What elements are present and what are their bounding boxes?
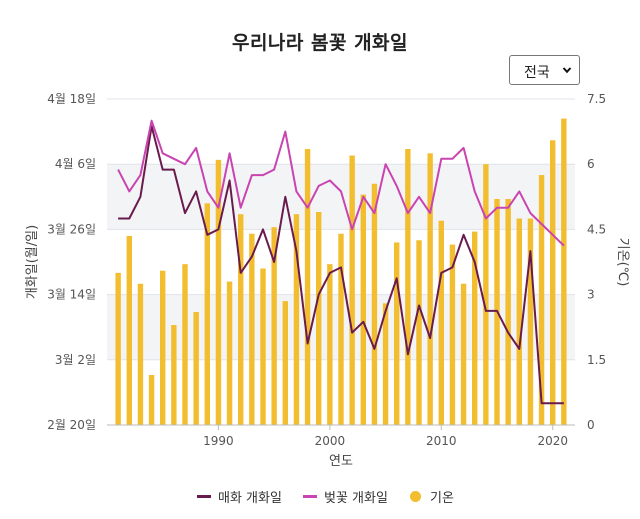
temp-bar bbox=[505, 198, 511, 425]
chevron-down-icon bbox=[562, 67, 572, 74]
temp-bar bbox=[394, 242, 400, 425]
temp-bar bbox=[427, 153, 433, 426]
right-tick-label: 6 bbox=[587, 157, 595, 171]
temp-bar bbox=[271, 227, 277, 425]
temp-bar bbox=[538, 175, 545, 425]
right-tick-label: 0 bbox=[587, 418, 595, 432]
left-tick-label: 4월 6일 bbox=[55, 157, 96, 171]
left-tick-label: 3월 2일 bbox=[55, 353, 96, 367]
legend-swatch-temp bbox=[410, 491, 421, 502]
temp-bar bbox=[115, 272, 121, 425]
temp-bar bbox=[449, 244, 456, 425]
temp-bar bbox=[160, 270, 166, 425]
right-tick-label: 3 bbox=[587, 288, 595, 302]
temp-bar bbox=[327, 264, 333, 425]
temp-bar bbox=[260, 268, 266, 425]
temp-bar bbox=[182, 264, 188, 425]
temp-bar bbox=[204, 203, 210, 425]
legend-label-temp: 기온 bbox=[430, 491, 454, 506]
left-tick-label: 3월 26일 bbox=[47, 222, 96, 236]
legend-swatch-maehwa bbox=[197, 495, 211, 498]
temp-bar bbox=[215, 159, 222, 425]
temp-bar bbox=[126, 235, 132, 425]
temp-bar bbox=[226, 281, 233, 425]
x-axis-title: 연도 bbox=[329, 454, 353, 469]
legend-label-beotkkot: 벚꽃 개화일 bbox=[324, 491, 388, 506]
temp-bar bbox=[349, 155, 355, 426]
right-axis-title: 기온(℃) bbox=[615, 238, 630, 287]
temp-bar bbox=[137, 283, 144, 425]
right-tick-label: 1.5 bbox=[587, 353, 606, 367]
temp-bar bbox=[193, 311, 199, 425]
page-title: 우리나라 봄꽃 개화일 bbox=[231, 32, 409, 54]
right-tick-label: 4.5 bbox=[587, 222, 606, 236]
temp-bar bbox=[405, 148, 411, 425]
legend-item-temp[interactable]: 기온 bbox=[410, 487, 454, 506]
left-tick-label: 3월 14일 bbox=[47, 288, 96, 302]
left-axis-title: 개화일(월/일) bbox=[25, 225, 40, 299]
maehwa-line bbox=[118, 125, 564, 405]
temp-bar bbox=[460, 283, 467, 425]
x-tick-label: 1990 bbox=[203, 434, 234, 448]
legend-swatch-beotkkot bbox=[303, 495, 317, 498]
legend-item-maehwa[interactable]: 매화 개화일 bbox=[197, 487, 282, 506]
right-tick-label: 7.5 bbox=[587, 92, 606, 106]
temp-bar bbox=[171, 325, 177, 425]
temp-bar bbox=[483, 164, 489, 425]
temp-bar bbox=[472, 231, 478, 425]
region-select-value: 전국 bbox=[524, 65, 550, 81]
temp-bar bbox=[293, 214, 300, 425]
temp-bar bbox=[527, 218, 534, 425]
temp-bar bbox=[416, 240, 422, 425]
plot-band bbox=[107, 164, 575, 230]
temp-bar bbox=[371, 183, 378, 425]
temp-bar bbox=[316, 212, 322, 425]
legend-label-maehwa: 매화 개화일 bbox=[218, 491, 282, 506]
temp-bar bbox=[550, 140, 556, 425]
temp-bar bbox=[249, 233, 255, 425]
left-tick-label: 2월 20일 bbox=[47, 418, 96, 432]
region-select[interactable]: 전국 bbox=[509, 55, 580, 85]
temp-bar bbox=[561, 118, 567, 425]
temp-bar bbox=[438, 220, 444, 425]
x-tick-label: 2010 bbox=[426, 434, 457, 448]
temp-bar bbox=[304, 148, 311, 425]
x-tick-label: 2020 bbox=[537, 434, 568, 448]
legend-item-beotkkot[interactable]: 벚꽃 개화일 bbox=[303, 487, 388, 506]
x-tick-label: 2000 bbox=[315, 434, 346, 448]
chart-legend: 매화 개화일 벚꽃 개화일 기온 bbox=[0, 487, 640, 507]
temp-bar bbox=[282, 301, 288, 425]
temp-bar bbox=[338, 233, 344, 425]
temp-bar bbox=[238, 214, 244, 425]
left-tick-label: 4월 18일 bbox=[47, 92, 96, 106]
temp-bar bbox=[516, 218, 522, 425]
beotkkot-line bbox=[117, 119, 565, 247]
temp-bar bbox=[148, 375, 155, 425]
temp-bar bbox=[382, 303, 389, 425]
temp-bar bbox=[360, 194, 366, 425]
